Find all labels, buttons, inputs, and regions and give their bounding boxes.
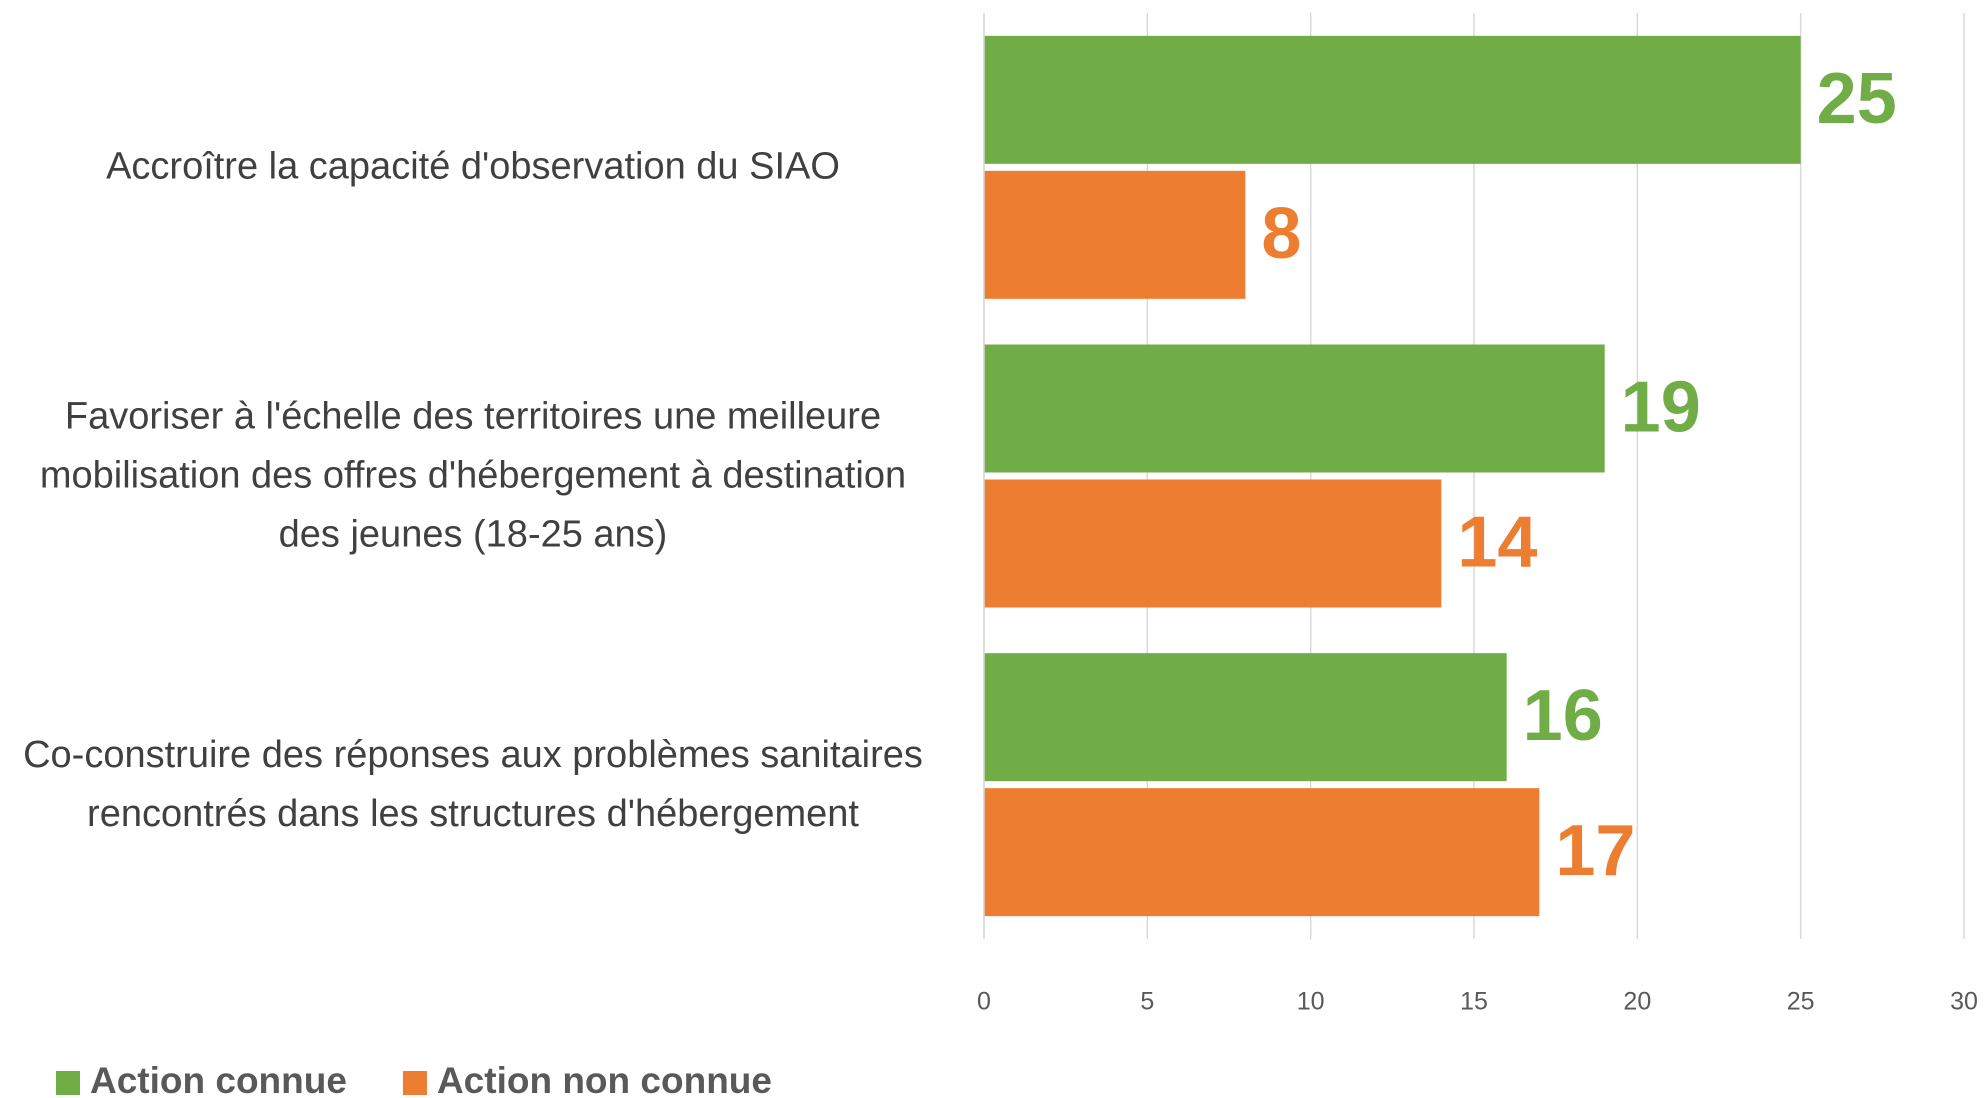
category-label: Accroître la capacité d'observation du S… xyxy=(106,145,840,188)
bar xyxy=(984,653,1507,782)
x-tick-label: 25 xyxy=(1787,988,1815,1016)
data-label: 8 xyxy=(1261,194,1301,274)
data-label: 25 xyxy=(1817,59,1897,139)
x-tick-label: 0 xyxy=(977,988,991,1016)
x-tick-label: 15 xyxy=(1460,988,1488,1016)
x-tick-label: 20 xyxy=(1623,988,1651,1016)
category-label: Favoriser à l'échelle des territoires un… xyxy=(39,395,907,556)
data-label: 14 xyxy=(1457,503,1537,583)
x-tick-label: 5 xyxy=(1140,988,1154,1016)
x-tick-label: 10 xyxy=(1297,988,1325,1016)
x-tick-label: 30 xyxy=(1950,988,1978,1016)
bar xyxy=(984,479,1442,608)
legend-label: Action non connue xyxy=(437,1060,772,1098)
bar xyxy=(984,788,1540,917)
legend-swatch xyxy=(402,1071,427,1095)
bar xyxy=(984,170,1246,299)
data-label: 19 xyxy=(1621,368,1701,448)
data-label: 16 xyxy=(1523,676,1603,756)
data-label: 17 xyxy=(1555,811,1635,891)
category-label: Co-construire des réponses aux problèmes… xyxy=(23,733,923,835)
legend-swatch xyxy=(56,1071,80,1095)
bar xyxy=(984,344,1605,473)
bar xyxy=(984,35,1801,164)
legend-label: Action connue xyxy=(90,1060,347,1098)
